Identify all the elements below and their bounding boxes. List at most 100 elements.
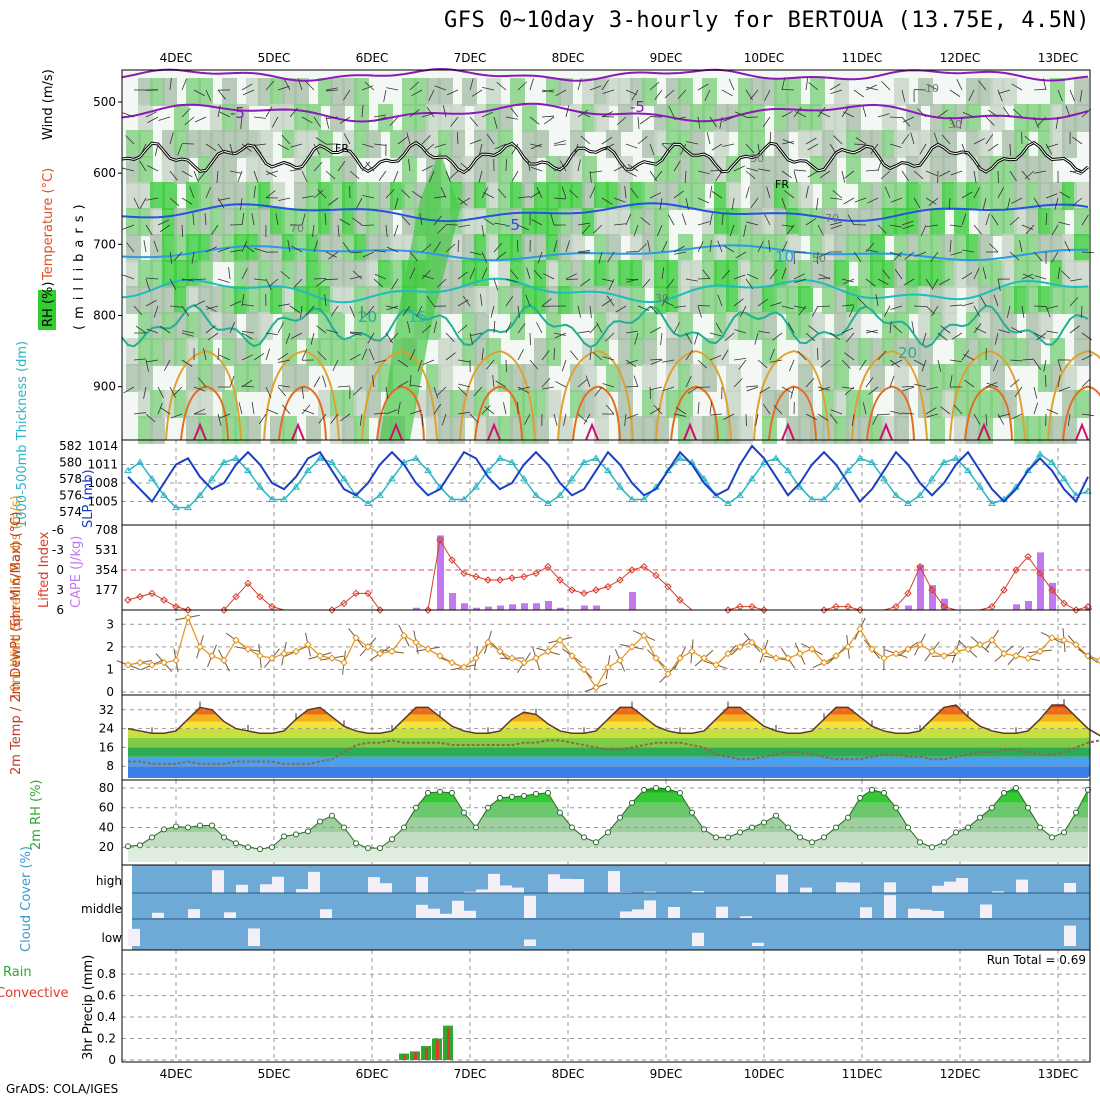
upper-wind-barb: [397, 136, 408, 145]
upper-wind-barb: [925, 407, 937, 415]
wind-speed-point: [304, 640, 312, 649]
upper-wind-barb: [409, 251, 419, 262]
temp-contour-35: [683, 422, 697, 441]
rh-shade-cell: [558, 416, 573, 444]
upper-wind-barb: [361, 224, 375, 226]
upper-wind-barb: [518, 386, 531, 390]
upper-wind-barb: [862, 402, 867, 415]
upper-wind-barb: [253, 170, 259, 183]
upper-wind-barb: [829, 83, 841, 91]
rh-shade-cell: [486, 364, 501, 392]
rh-shade-cell: [318, 78, 333, 106]
upper-wind-barb: [265, 348, 271, 361]
thickness-point: [928, 474, 936, 482]
upper-wind-barb: [911, 321, 915, 334]
rh-shade-cell: [606, 208, 621, 236]
rh-shade-cell: [894, 182, 909, 210]
upper-wind-barb: [352, 217, 363, 226]
cloud-bar: [1016, 879, 1028, 893]
upper-wind-barb: [310, 332, 315, 345]
rh-shade-cell: [378, 260, 393, 288]
upper-wind-barb: [624, 186, 627, 199]
rh-point: [653, 784, 659, 791]
upper-wind-barb: [181, 78, 187, 91]
rh-shade-cell: [438, 390, 453, 418]
upper-wind-barb: [1033, 359, 1042, 371]
rh-shade-cell: [774, 182, 789, 210]
upper-wind-barb: [627, 164, 639, 172]
upper-wind-barb: [734, 111, 747, 118]
rh-shade-cell: [126, 364, 141, 392]
temp-contour-30: [278, 385, 327, 441]
rh-shade-cell: [834, 260, 849, 288]
rh-shade-cell: [282, 104, 297, 132]
thickness-point: [184, 503, 192, 511]
upper-wind-barb: [170, 413, 183, 419]
upper-wind-barb: [349, 332, 362, 336]
li-point: [484, 576, 492, 584]
thickness-point: [1072, 491, 1080, 498]
x-tick-label-top: 12DEC: [940, 51, 980, 65]
li-point: [424, 606, 432, 614]
rh-shade-cell: [702, 416, 717, 444]
wind-speed-point: [940, 652, 948, 660]
upper-wind-barb: [421, 135, 431, 145]
upper-wind-barb: [428, 89, 435, 101]
rh-shade-cell: [138, 416, 153, 444]
upper-wind-barb: [536, 186, 543, 199]
rh-shade-cell: [1002, 182, 1017, 210]
rh-shade-cell: [678, 182, 693, 210]
rh-shade-cell: [318, 312, 333, 340]
rh-shade-cell: [750, 234, 765, 262]
rh-shade-cell: [762, 208, 777, 236]
rh-shade-cell: [138, 104, 153, 132]
wind-speed-point: [580, 665, 588, 674]
upper-wind-barb: [181, 170, 193, 178]
rh-shade-cell: [342, 390, 357, 418]
rh-shade-cell: [1050, 260, 1065, 288]
upper-wind-barb: [287, 240, 291, 253]
thickness-tick-label: 578: [59, 472, 82, 486]
upper-wind-barb: [649, 358, 662, 361]
rh-shade-cell: [198, 130, 213, 158]
upper-wind-barb: [601, 136, 613, 145]
upper-wind-barb: [709, 169, 723, 172]
rh-shade-cell: [690, 260, 705, 288]
wind-speed-point: [1012, 652, 1020, 660]
rh-shade-cell: [954, 234, 969, 262]
slp-tick-label: 1008: [87, 476, 118, 490]
rh-shade-cell: [462, 234, 477, 262]
rh-shade-cell: [846, 312, 861, 340]
upper-wind-barb: [1033, 197, 1041, 209]
upper-wind-barb: [565, 278, 579, 281]
upper-wind-barb: [301, 404, 311, 415]
upper-wind-barb: [284, 79, 291, 91]
upper-wind-barb: [483, 192, 495, 199]
rh-shade-cell: [522, 182, 537, 210]
rh-point: [545, 789, 551, 796]
cloud-bar: [560, 878, 572, 893]
rh-shade-cell: [810, 234, 825, 262]
rh-shade-cell: [582, 390, 597, 418]
rh-shade-cell: [342, 286, 357, 314]
rh-shade-cell: [570, 208, 585, 236]
upper-wind-barb: [448, 170, 459, 180]
upper-wind-barb: [961, 213, 967, 226]
rh-point: [413, 804, 419, 811]
x-tick-label-bottom: 11DEC: [842, 1067, 882, 1081]
rh-shade-cell: [474, 364, 489, 392]
thickness-point: [976, 483, 984, 490]
upper-wind-barb: [625, 213, 632, 226]
upper-wind-barb: [240, 197, 243, 210]
rh-shade-cell: [954, 338, 969, 366]
upper-wind-barb: [933, 132, 939, 145]
rh-shade-cell: [546, 182, 561, 210]
upper-wind-barb: [426, 295, 435, 307]
rh-shade-cell: [150, 78, 165, 106]
upper-wind-barb: [205, 305, 217, 313]
rh-shade-cell: [654, 208, 669, 236]
rh-shade-cell: [834, 104, 849, 132]
rh-shade-cell: [258, 364, 273, 392]
upper-wind-barb: [313, 116, 321, 128]
li-point: [520, 572, 528, 581]
